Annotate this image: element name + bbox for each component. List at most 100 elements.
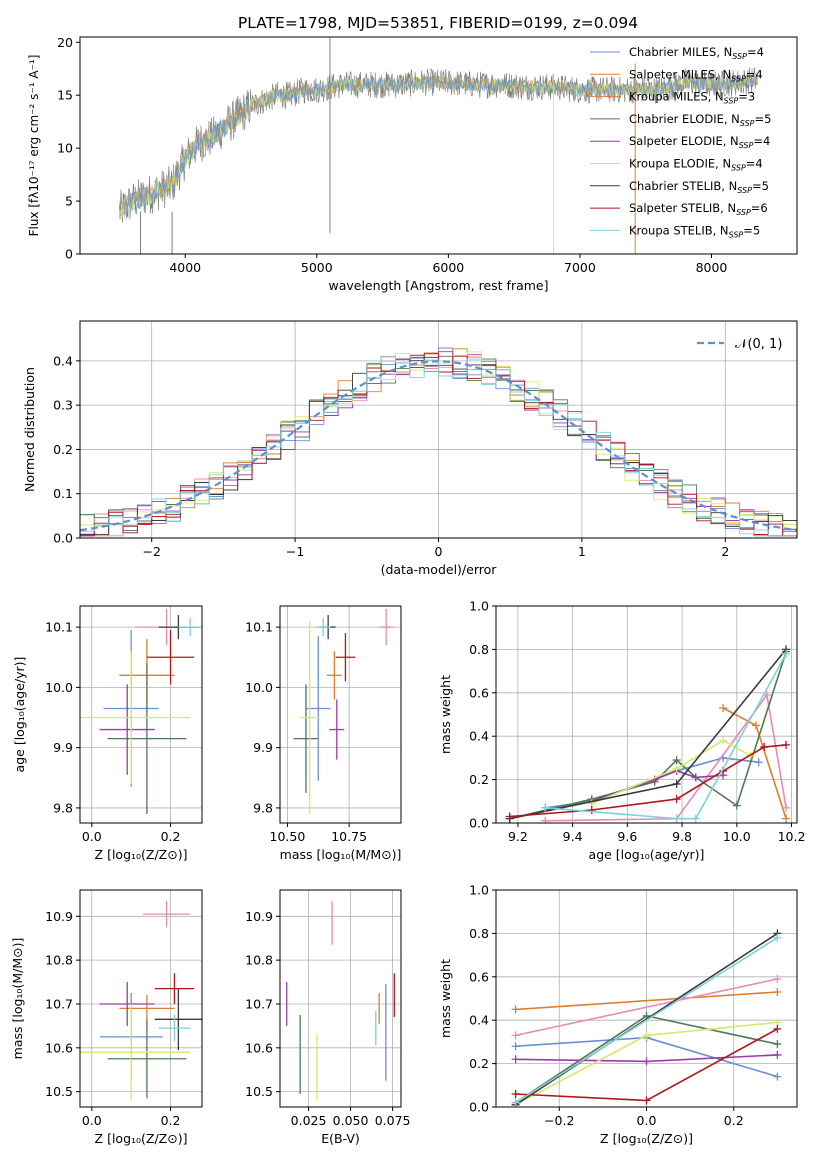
weight-marker (511, 1005, 520, 1014)
y-axis-label: age [log₁₀(age/yr)] (12, 657, 27, 773)
x-tick-label: 5000 (301, 260, 333, 275)
data-point (299, 621, 320, 814)
panel-spectrum: 4000 5000 6000 7000 8000 0 5 10 15 20 wavelength [… (27, 35, 798, 293)
legend-subscript: SSP (732, 52, 747, 61)
plot-area (80, 609, 202, 814)
weight-marker (691, 773, 700, 782)
y-tick-label: 0.4 (53, 353, 73, 368)
y-tick-label: 9.9 (53, 740, 73, 755)
x-axis-label: Z [log₁₀(Z/Z⊙)] (600, 1131, 693, 1146)
x-tick-label: 4000 (169, 260, 201, 275)
weight-marker (732, 801, 741, 810)
y-tick-label: 10.9 (45, 909, 73, 924)
legend-text: =5 (743, 223, 760, 237)
weight-series (545, 692, 787, 822)
y-axis-label: Normed distribution (22, 367, 37, 492)
weight-series (515, 991, 778, 1011)
y-tick-label: 10.1 (245, 620, 273, 635)
axes-frame (79, 36, 798, 255)
legend-entry: Salpeter ELODIE, NSSP=4 (629, 134, 770, 150)
y-tick-label: 9.8 (53, 800, 73, 815)
y-tick-label: 0.2 (53, 442, 73, 457)
y-tick-label: 10.0 (245, 680, 273, 695)
x-tick-label: 0.0 (82, 829, 102, 844)
x-tick-label: 10.50 (270, 829, 306, 844)
legend-entry: Kroupa ELODIE, NSSP=4 (629, 157, 763, 173)
x-tick-label: 9.4 (563, 829, 583, 844)
data-point (158, 1014, 191, 1042)
x-tick-label: 0.025 (291, 1113, 327, 1128)
data-point (107, 1019, 187, 1099)
data-point (293, 684, 319, 793)
x-axis-label: mass [log₁₀(M/M⊙)] (280, 847, 402, 862)
x-axis-label: (data-model)/error (381, 562, 498, 577)
y-tick-label: 1.0 (469, 599, 489, 614)
y-tick-label: 10.8 (45, 953, 73, 968)
y-axis-label: Flux [fλ10⁻¹⁷ erg cm⁻² s⁻¹ A⁻¹] (27, 55, 41, 237)
y-tick-label: 10.1 (45, 620, 73, 635)
weight-marker (773, 1072, 782, 1081)
legend-text: Chabrier STELIB, N (629, 179, 737, 193)
legend-subscript: SSP (731, 164, 746, 173)
weight-marker (691, 814, 700, 823)
x-tick-label: −2 (142, 544, 160, 559)
weight-marker (773, 1040, 782, 1049)
y-tick-label: 10.5 (45, 1084, 73, 1099)
weight-marker (587, 805, 596, 814)
x-tick-label: −0.2 (544, 1113, 574, 1128)
y-tick-label: 9.8 (253, 800, 273, 815)
y-tick-label: 0.4 (469, 1013, 489, 1028)
weight-marker (672, 764, 681, 773)
legend-text: Chabrier MILES, N (629, 45, 732, 59)
legend-text: Salpeter MILES, N (629, 67, 731, 81)
legend-text: Chabrier ELODIE, N (629, 112, 740, 126)
weight-marker (511, 1055, 520, 1064)
panel-mass_vs_ebv: 0.025 0.050 0.075 10.5 10.6 10.7 10.8 10.9 E(B-V… (245, 889, 410, 1146)
legend-entry: Chabrier MILES, NSSP=4 (629, 45, 764, 61)
x-tick-label: 7000 (564, 260, 596, 275)
data-point (154, 973, 195, 1004)
weight-marker (672, 779, 681, 788)
weight-marker (751, 721, 760, 730)
y-tick-label: 10.8 (245, 953, 273, 968)
weight-marker (719, 703, 728, 712)
weight-marker (782, 740, 791, 749)
weight-marker (773, 974, 782, 983)
x-tick-label: 9.2 (508, 829, 528, 844)
weight-marker (672, 795, 681, 804)
axes-frame (495, 605, 798, 824)
x-axis-label: wavelength [Angstrom, rest frame] (328, 278, 548, 293)
weight-marker (642, 1057, 651, 1066)
y-tick-label: 0.0 (469, 1100, 489, 1115)
data-point (99, 684, 155, 775)
data-point (315, 618, 331, 637)
x-tick-label: 0.2 (724, 1113, 744, 1128)
y-tick-label: 15 (57, 88, 73, 103)
spectrum-line (119, 74, 758, 217)
weight-marker (642, 1096, 651, 1105)
y-tick-label: 0.6 (469, 685, 489, 700)
plot-area (286, 900, 395, 1101)
data-point (146, 630, 195, 685)
x-tick-label: 9.6 (617, 829, 637, 844)
legend-text: =6 (751, 201, 768, 215)
y-axis-label: mass weight (438, 959, 453, 1038)
legend-text: =5 (755, 112, 772, 126)
y-tick-label: 10.5 (245, 1084, 273, 1099)
data-point (326, 651, 342, 700)
axes-frame (79, 605, 203, 824)
data-point (329, 699, 345, 760)
legend-entry: Salpeter MILES, NSSP=4 (629, 67, 763, 83)
y-tick-label: 10.7 (245, 996, 273, 1011)
data-point (335, 633, 356, 682)
y-tick-label: 5 (65, 194, 73, 209)
panel-residuals: −2 −1 0 1 2 0.0 0.1 0.2 0.3 0.4 (data-model)/error… (22, 320, 798, 577)
x-tick-label: 2 (721, 544, 729, 559)
spectrum-line (119, 72, 758, 219)
weight-marker (754, 758, 763, 767)
panel-weight_vs_Z: −0.2 0.0 0.2 0.0 0.2 0.4 0.6 0.8 1.0 Z [log₁₀(Z/Z… (438, 883, 798, 1146)
legend-entry: Kroupa STELIB, NSSP=5 (629, 223, 760, 239)
data-point (142, 900, 191, 928)
y-tick-label: 0 (65, 247, 73, 262)
